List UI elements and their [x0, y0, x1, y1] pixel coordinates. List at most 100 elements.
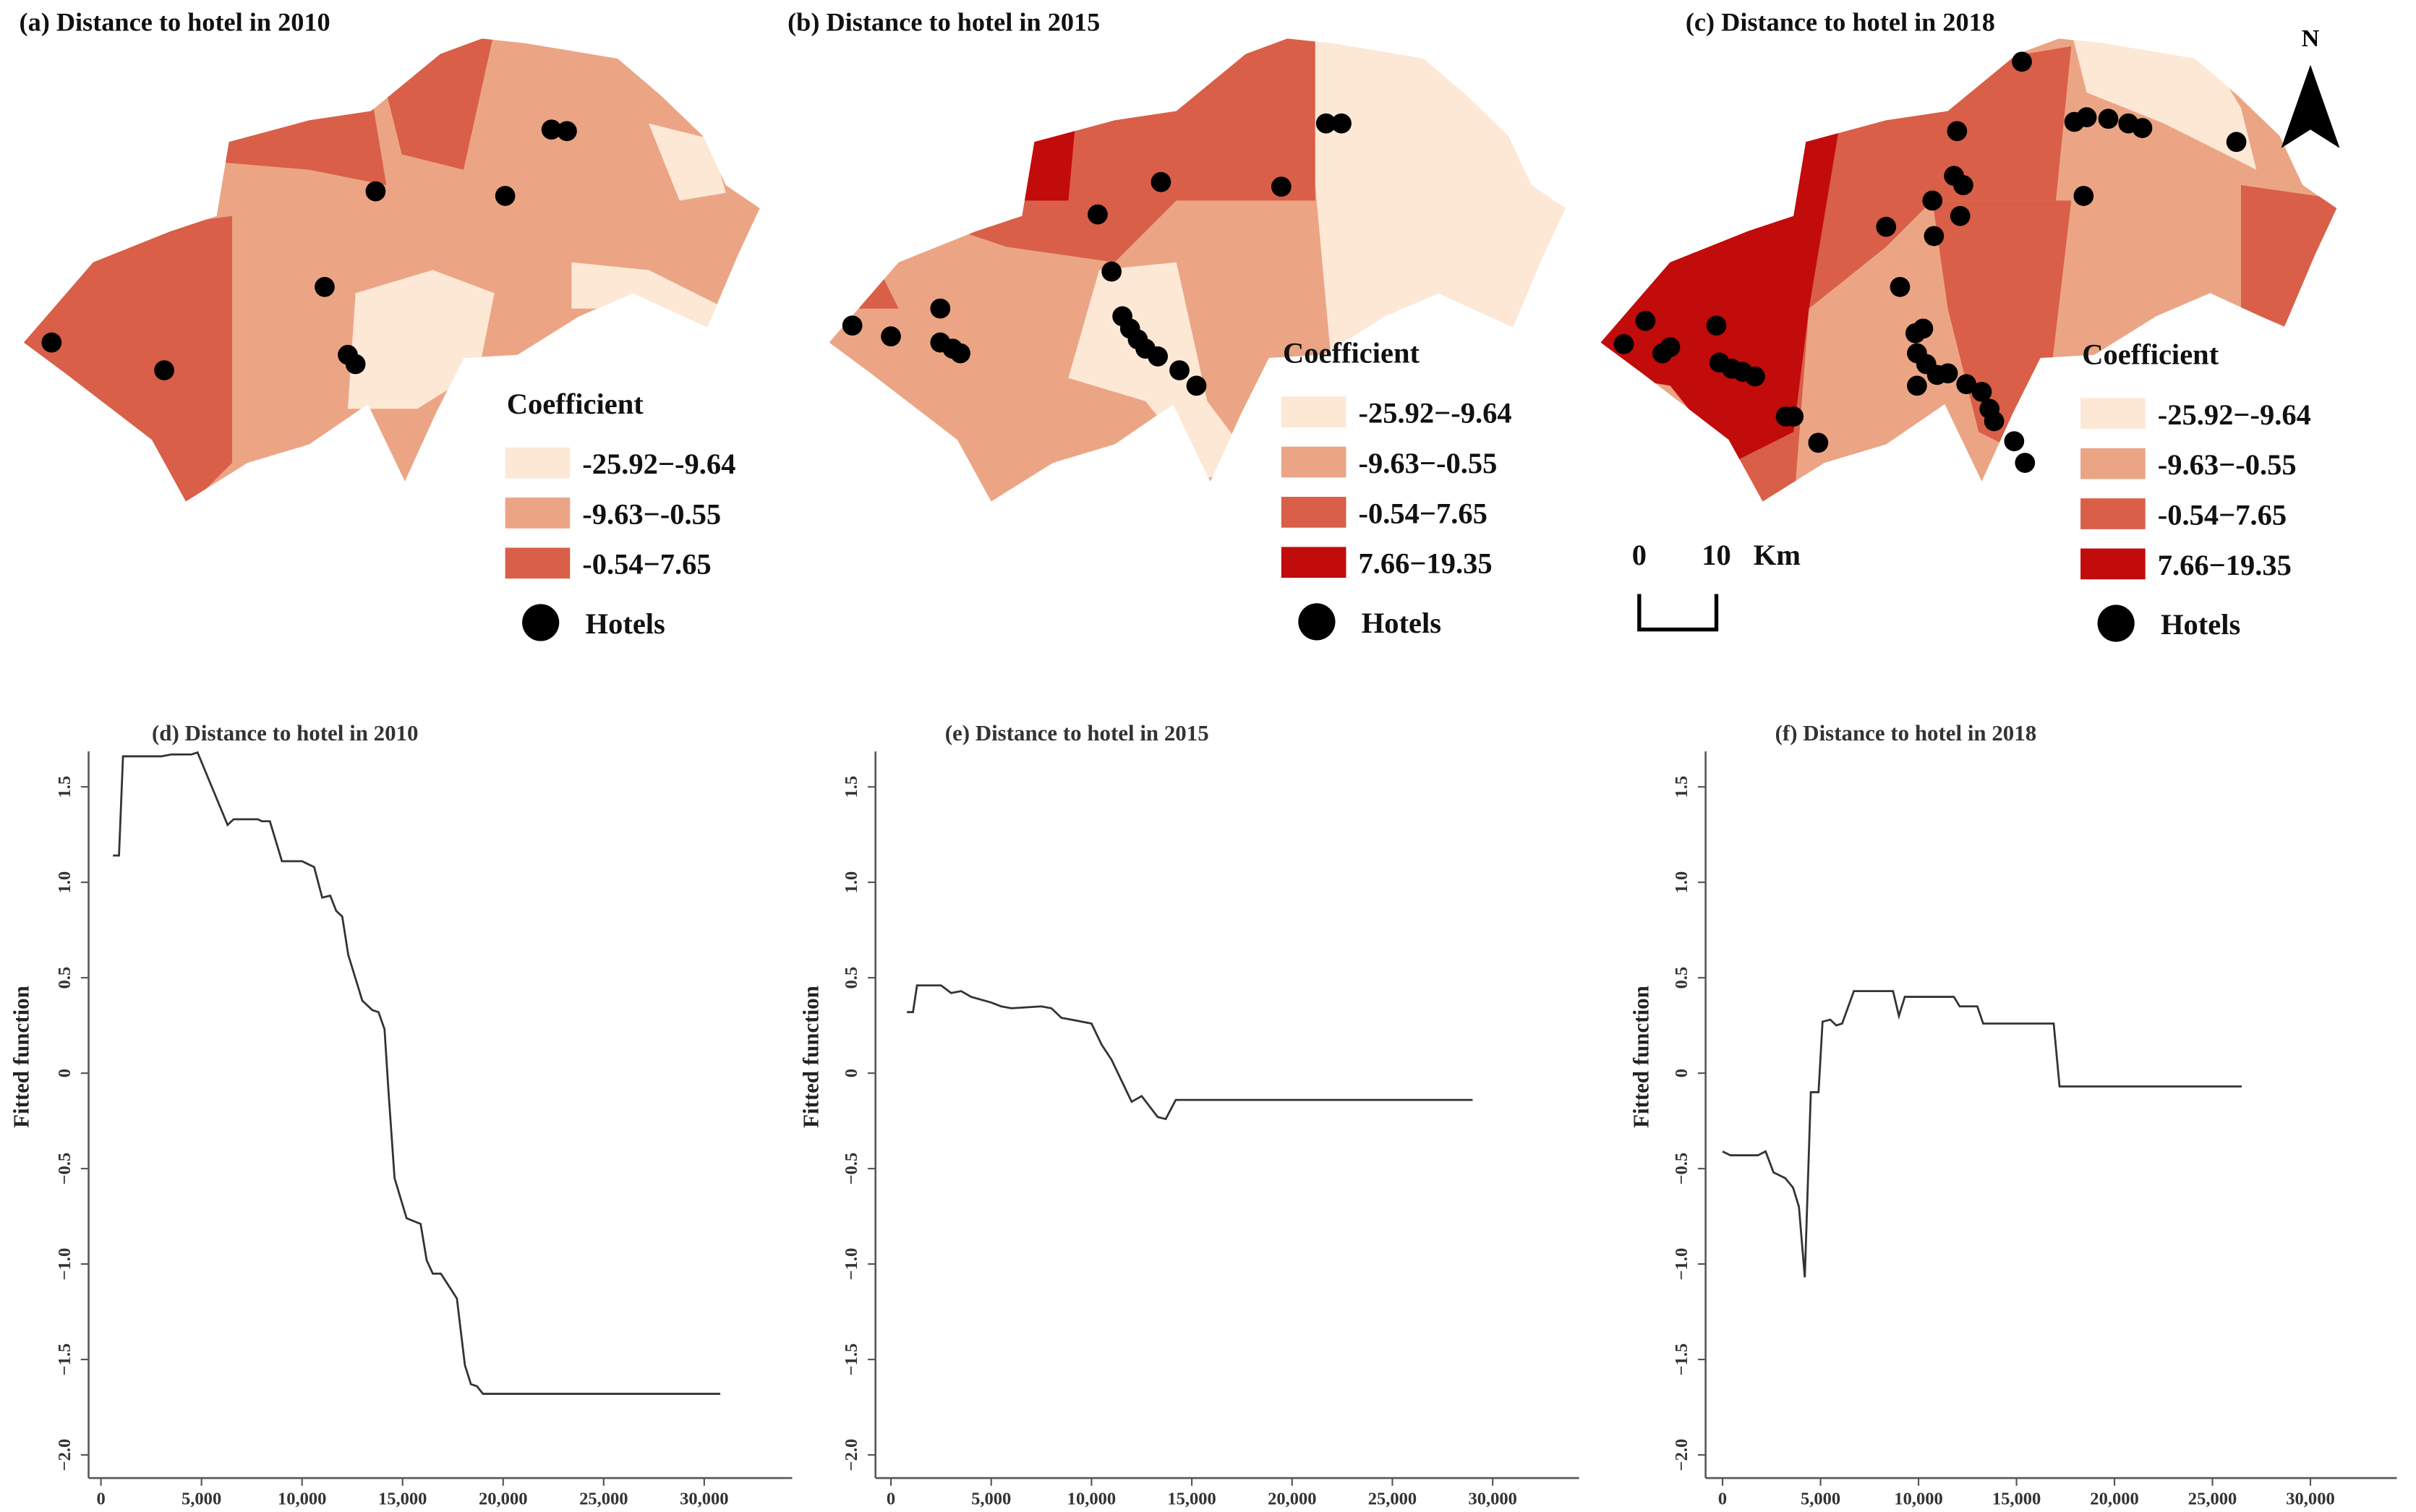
y-tick-label: 0	[55, 1069, 74, 1077]
y-tick-label: −2.0	[842, 1439, 861, 1472]
hotel-point	[1635, 310, 1656, 331]
hotel-point	[1808, 432, 1829, 453]
fitted-function-line	[907, 984, 1473, 1121]
legend-swatch	[505, 447, 571, 479]
hotel-point	[1913, 318, 1934, 339]
hotel-point	[842, 315, 863, 336]
hotel-point	[1315, 113, 1336, 134]
north-label: N	[2302, 25, 2320, 52]
zone-high	[2240, 185, 2337, 340]
legend-swatch	[2080, 498, 2146, 529]
hotel-points	[842, 113, 1352, 396]
y-tick-label: −1.0	[55, 1248, 74, 1281]
legend-label: -9.63−-0.55	[1359, 447, 1498, 479]
hotel-point	[365, 181, 386, 202]
y-tick-label: 1.5	[1672, 776, 1691, 798]
x-tick-label: 10,000	[278, 1489, 326, 1508]
x-tick-label: 15,000	[378, 1489, 427, 1508]
hotel-point	[1745, 366, 1765, 387]
zone-low	[347, 270, 495, 409]
legend-label: 7.66−19.35	[2158, 549, 2292, 581]
chart-f: (f) Distance to hotel in 2018 0 5,000 10,00…	[1629, 720, 2397, 1508]
legend-label: -0.54−7.65	[1359, 497, 1487, 529]
scale-bar-line	[1637, 594, 1719, 632]
y-axis-label: Fitted function	[798, 986, 824, 1128]
y-tick-label: 0	[842, 1069, 861, 1077]
hotel-point	[1947, 121, 1968, 142]
hotel-legend-label: Hotels	[2161, 608, 2240, 641]
legend-swatch	[1281, 396, 1346, 428]
x-tick-label: 20,000	[479, 1489, 527, 1508]
map-2010: (a) Distance to hotel in 2010	[20, 8, 760, 502]
hotel-point	[345, 354, 366, 375]
legend-label: -0.54−7.65	[582, 548, 711, 581]
hotel-point	[1984, 411, 2005, 432]
x-tick-label: 20,000	[2090, 1489, 2138, 1508]
y-tick-label: −1.5	[1672, 1344, 1691, 1376]
zone-low	[1315, 38, 1566, 502]
hotel-point	[930, 298, 951, 319]
map-2015: (b) Distance to hotel in 2015	[787, 8, 1566, 502]
hotel-point	[2073, 186, 2094, 206]
x-tick-label: 30,000	[1468, 1489, 1516, 1508]
x-tick-label: 0	[887, 1489, 895, 1508]
legend-swatch	[1281, 497, 1346, 528]
map-title: (b) Distance to hotel in 2015	[787, 8, 1100, 37]
fitted-function-line	[1722, 990, 2242, 1278]
chart-d: (d) Distance to hotel in 2010 0 5,000 10,00…	[8, 720, 793, 1508]
legend-label: 7.66−19.35	[1359, 547, 1493, 580]
x-tick-label: 25,000	[579, 1489, 628, 1508]
legend-swatch	[2080, 448, 2146, 479]
y-tick-label: 1.0	[1672, 871, 1691, 894]
hotel-point	[1924, 226, 1945, 247]
legend-label: -25.92−-9.64	[582, 448, 735, 480]
hotel-point	[1101, 261, 1122, 282]
hotel-point	[1890, 276, 1911, 297]
x-tick-label: 25,000	[2188, 1489, 2237, 1508]
legend: Coefficient -25.92−-9.64 -9.63−-0.55 -0.54−…	[505, 388, 735, 641]
hotel-legend-icon	[522, 604, 560, 641]
hotel-point	[1613, 333, 1634, 354]
legend-label: -0.54−7.65	[2158, 498, 2287, 531]
legend-swatch	[2080, 398, 2146, 430]
hotel-point	[2004, 431, 2025, 452]
legend-label: -9.63−-0.55	[582, 497, 721, 530]
x-tick-label: 30,000	[680, 1489, 728, 1508]
y-tick-label: 0.5	[55, 967, 74, 989]
y-tick-label: −0.5	[55, 1153, 74, 1185]
y-tick-label: −2.0	[1672, 1439, 1691, 1472]
legend-swatch	[505, 497, 571, 529]
y-tick-label: −0.5	[842, 1153, 861, 1185]
y-tick-label: 1.5	[842, 776, 861, 798]
hotel-point	[1186, 375, 1207, 396]
hotel-point	[1950, 205, 1971, 226]
x-tick-label: 0	[1718, 1489, 1727, 1508]
x-tick-label: 15,000	[1167, 1489, 1216, 1508]
y-tick-label: −1.5	[55, 1344, 74, 1376]
hotel-point	[2132, 118, 2153, 138]
legend-title: Coefficient	[2082, 338, 2219, 371]
x-tick-label: 30,000	[2286, 1489, 2334, 1508]
zone-high	[23, 215, 232, 502]
hotel-point	[1271, 176, 1292, 197]
scale-bar: 0 10 Km	[1632, 539, 1801, 632]
hotel-point	[1088, 204, 1108, 225]
hotel-point	[1956, 374, 1977, 395]
legend-swatch	[1281, 547, 1346, 578]
legend-swatch	[1281, 446, 1346, 478]
legend-swatch	[2080, 548, 2146, 580]
y-tick-label: 0.5	[1672, 967, 1691, 989]
y-tick-label: 1.0	[842, 871, 861, 894]
legend-label: -25.92−-9.64	[1359, 397, 1512, 430]
hotel-point	[1907, 375, 1927, 396]
legend-label: -9.63−-0.55	[2158, 448, 2297, 481]
hotel-legend-label: Hotels	[1362, 607, 1441, 639]
map-title: (a) Distance to hotel in 2010	[20, 8, 330, 37]
hotel-point	[2076, 107, 2097, 128]
x-tick-label: 10,000	[1894, 1489, 1942, 1508]
y-tick-label: −1.0	[1672, 1248, 1691, 1281]
hotel-point	[1151, 171, 1171, 192]
north-arrow: N	[2281, 25, 2340, 148]
x-tick-label: 15,000	[1992, 1489, 2041, 1508]
x-tick-label: 5,000	[182, 1489, 221, 1508]
